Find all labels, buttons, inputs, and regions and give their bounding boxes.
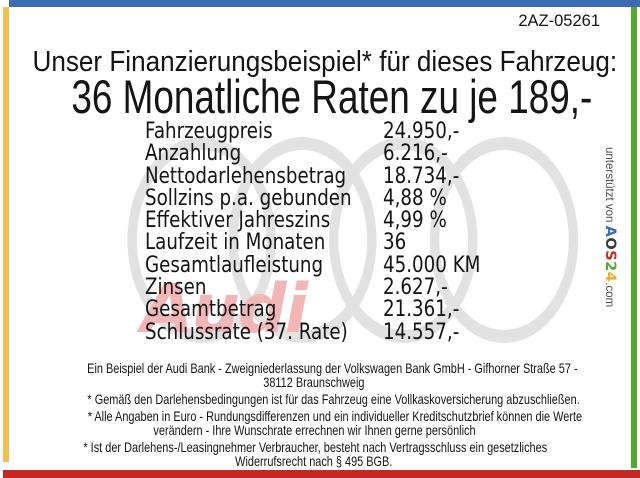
row-value: 4,99 % — [383, 208, 447, 234]
heading-line-1: Unser Finanzierungsbeispiel* für dieses … — [0, 46, 618, 78]
row-value: 18.734,- — [383, 163, 460, 189]
audi-logotype-watermark: Audi — [141, 270, 308, 349]
aos24-letter: A — [602, 225, 618, 238]
document-number: 2AZ-05261 — [518, 12, 600, 30]
footer-paragraph: * Alle Angaben in Euro - Rundungsdiffere… — [18, 409, 610, 437]
footer-paragraph: * Ist der Darlehens-/Leasingnehmer Verbr… — [18, 440, 610, 468]
aos24-letter: 2 — [602, 261, 618, 272]
table-row: Zinsen 2.627,- — [145, 275, 500, 301]
supported-by-suffix: .com — [603, 282, 615, 308]
aos24-letter: O — [602, 237, 618, 251]
table-row: Fahrzeugpreis 24.950,- — [145, 119, 500, 144]
row-label: Anzahlung — [145, 141, 242, 167]
table-row: Gesamtbetrag 21.361,- — [145, 297, 500, 323]
footer-line: Ein Beispiel der Audi Bank - Zweignieder… — [87, 360, 578, 376]
row-label: Gesamtbetrag — [145, 297, 277, 323]
row-value: 36 — [383, 230, 407, 256]
footer-line: * Ist der Darlehens-/Leasingnehmer Verbr… — [83, 439, 548, 455]
footer-line: Widerrufsrecht nach § 495 BGB. — [235, 453, 393, 469]
aos24-letter: 4 — [602, 271, 618, 283]
row-value: 21.361,- — [383, 297, 460, 323]
row-label: Laufzeit in Monaten — [145, 230, 326, 256]
table-row: Gesamtlaufleistung 45.000 KM — [145, 252, 500, 278]
row-label: Schlussrate (37. Rate) — [145, 319, 348, 345]
row-value: 14.557,- — [383, 319, 460, 345]
frame-bottom-red-bar — [3, 470, 640, 478]
table-row: Anzahlung 6.216,- — [145, 141, 500, 167]
heading-line-1-text: Unser Finanzierungsbeispiel* für dieses … — [32, 46, 618, 78]
table-row: Sollzins p.a. gebunden 4,88 % — [145, 185, 500, 211]
supported-by-vertical-text: unterstützt von AOS24.com — [602, 147, 618, 357]
row-value: 2.627,- — [383, 275, 448, 301]
heading-line-2-text: 36 Monatliche Raten zu je 189,- — [71, 70, 593, 123]
aos24-letter: S — [602, 250, 618, 262]
footer-line: 38112 Braunschweig — [263, 374, 365, 390]
row-label: Sollzins p.a. gebunden — [145, 185, 352, 211]
row-label: Effektiver Jahreszins — [145, 208, 331, 234]
frame-top-blue-bar — [9, 0, 640, 7]
row-label: Nettodarlehensbetrag — [145, 163, 347, 189]
row-value: 4,88 % — [383, 185, 447, 211]
footer-paragraph: Ein Beispiel der Audi Bank - Zweignieder… — [18, 361, 610, 389]
footer-disclaimer: Ein Beispiel der Audi Bank - Zweignieder… — [18, 361, 610, 468]
footer-line: * Alle Angaben in Euro - Rundungsdiffere… — [87, 408, 583, 424]
finance-table: Fahrzeugpreis 24.950,- Anzahlung 6.216,- Net… — [145, 119, 500, 345]
row-label: Gesamtlaufleistung — [145, 252, 324, 278]
frame-right-green-bar — [631, 7, 637, 468]
supported-by-prefix: unterstützt von — [603, 147, 615, 226]
row-label: Zinsen — [145, 275, 207, 301]
footer-paragraph: * Gemäß den Darlehensbedingungen ist für… — [18, 392, 610, 406]
frame-left-yellow-bar — [3, 7, 9, 462]
row-value: 24.950,- — [383, 119, 460, 144]
heading-line-2: 36 Monatliche Raten zu je 189,- — [0, 70, 616, 123]
table-row: Laufzeit in Monaten 36 — [145, 230, 500, 256]
row-label: Fahrzeugpreis — [145, 119, 273, 144]
table-row: Nettodarlehensbetrag 18.734,- — [145, 163, 500, 189]
table-row: Effektiver Jahreszins 4,99 % — [145, 208, 500, 234]
row-value: 6.216,- — [383, 141, 448, 167]
table-row: Schlussrate (37. Rate) 14.557,- — [145, 319, 500, 345]
aos24-logo: AOS24 — [602, 226, 618, 283]
footer-line: verändern - Ihre Wunschrate errechnen wi… — [152, 422, 476, 438]
row-value: 45.000 KM — [383, 252, 481, 278]
footer-line: * Gemäß den Darlehensbedingungen ist für… — [87, 391, 580, 407]
